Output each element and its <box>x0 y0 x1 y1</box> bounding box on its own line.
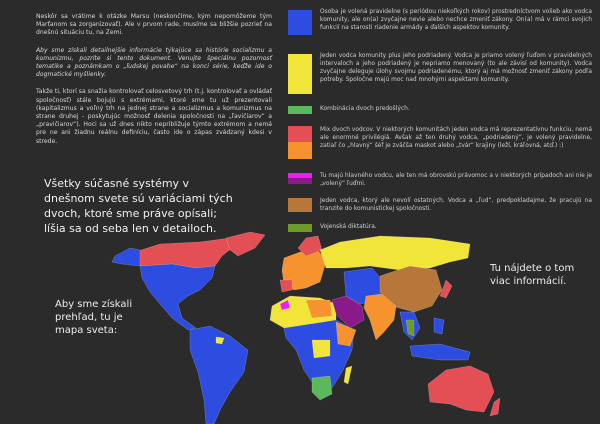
legend-swatch <box>288 198 312 212</box>
headline-text: Všetky súčasné systémy v dnešnom svete s… <box>44 177 233 235</box>
map-region-morocco <box>279 299 291 311</box>
map-region-thailand <box>405 319 415 337</box>
map-region-india <box>363 293 397 341</box>
legend-swatch-orange <box>288 142 312 159</box>
legend-swatch-red <box>288 126 312 142</box>
legend-text: Jeden vodca, ktorý ale nevolí ostatných.… <box>320 198 592 212</box>
map-region-australia <box>427 365 495 413</box>
intro-paragraph-2: Aby sme získali detailnejšie informácie … <box>36 46 272 79</box>
legend-text: Tu majú hlavného vodcu, ale ten má obrov… <box>320 173 592 187</box>
legend-swatch-purple <box>288 178 312 184</box>
legend-swatch <box>288 224 312 232</box>
map-region-alaska <box>111 247 141 267</box>
legend-swatch <box>288 106 312 114</box>
intro-paragraph-1: Neskôr sa vrátime k otázke Marsu (neskon… <box>36 13 272 37</box>
map-region-iberia <box>279 279 293 293</box>
legend-text: Vojenská diktatúra. <box>320 224 377 230</box>
map-region-guyana <box>215 336 225 345</box>
map-region-libya-egypt <box>305 299 333 319</box>
legend-text: Mix dvoch vodcov. V niektorých komunitác… <box>320 127 592 149</box>
map-region-japan <box>439 279 453 299</box>
legend-swatch <box>288 54 312 94</box>
legend-text: Osoba je volená pravidelne (s periódou n… <box>320 9 592 31</box>
legend-text: Kombinácia dvoch predošlých. <box>320 106 410 112</box>
map-region-south-africa <box>311 375 333 401</box>
map-region-south-america <box>189 325 249 424</box>
map-region-indonesia <box>409 343 471 361</box>
map-region-greenland <box>225 231 266 257</box>
map-caption: Aby sme získali prehľad, tu je mapa svet… <box>55 299 133 336</box>
intro-text: Neskôr sa vrátime k otázke Marsu (neskon… <box>36 13 272 155</box>
map-region-arabia <box>331 295 365 329</box>
map-region-madagascar <box>343 365 353 385</box>
legend-text: Jeden vodca komunity plus jeho podriaden… <box>320 53 592 83</box>
map-region-usa-mexico <box>139 263 216 331</box>
map-region-russia <box>319 235 471 271</box>
map-region-scandinavia <box>297 235 323 257</box>
map-region-philippines <box>433 317 445 335</box>
map-region-canada <box>134 237 233 269</box>
map-region-new-zealand <box>489 397 501 417</box>
intro-paragraph-3: Takže ti, ktorí sa snažia kontrolovať ce… <box>36 88 272 145</box>
map-region-congo <box>311 339 331 359</box>
legend-swatch-magenta <box>288 173 312 178</box>
more-info-link[interactable]: Tu nájdete o tom viac informácií. <box>490 263 575 287</box>
legend-swatch <box>288 10 312 35</box>
